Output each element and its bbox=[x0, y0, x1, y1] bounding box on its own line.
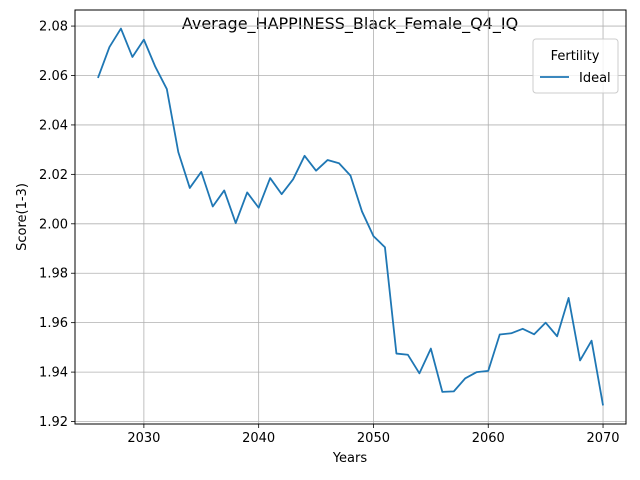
y-axis-title: Score(1-3) bbox=[15, 183, 30, 251]
y-tick-label: 2.06 bbox=[39, 69, 68, 84]
y-tick-label: 1.96 bbox=[39, 316, 68, 331]
x-axis: 2030 2040 2050 2060 2070 bbox=[127, 424, 620, 446]
x-tick-label: 2030 bbox=[127, 431, 160, 446]
legend: Fertility Ideal bbox=[532, 38, 619, 94]
series-layer bbox=[97, 27, 604, 406]
legend-label-ideal: Ideal bbox=[579, 71, 611, 86]
y-tick-label: 1.92 bbox=[39, 415, 68, 430]
x-tick-label: 2050 bbox=[357, 431, 390, 446]
y-tick-label: 1.94 bbox=[39, 366, 68, 381]
y-tick-label: 2.08 bbox=[39, 20, 68, 35]
y-axis: 1.92 1.94 1.96 1.98 2.00 2.02 2.04 2.06 2.08 bbox=[39, 20, 75, 430]
legend-title: Fertility bbox=[551, 49, 600, 64]
y-tick-label: 2.00 bbox=[39, 217, 68, 232]
x-tick-label: 2040 bbox=[242, 431, 275, 446]
x-tick-label: 2060 bbox=[472, 431, 505, 446]
chart-title: Average_HAPPINESS_Black_Female_Q4_IQ bbox=[182, 14, 518, 34]
y-tick-label: 1.98 bbox=[39, 267, 68, 282]
plot-frame bbox=[74, 9, 627, 425]
x-tick-label: 2070 bbox=[586, 431, 619, 446]
series-line-ideal bbox=[97, 27, 604, 406]
y-tick-label: 2.04 bbox=[39, 118, 68, 133]
legend-box bbox=[532, 38, 619, 94]
y-tick-label: 2.02 bbox=[39, 168, 68, 183]
x-axis-title: Years bbox=[332, 451, 368, 466]
